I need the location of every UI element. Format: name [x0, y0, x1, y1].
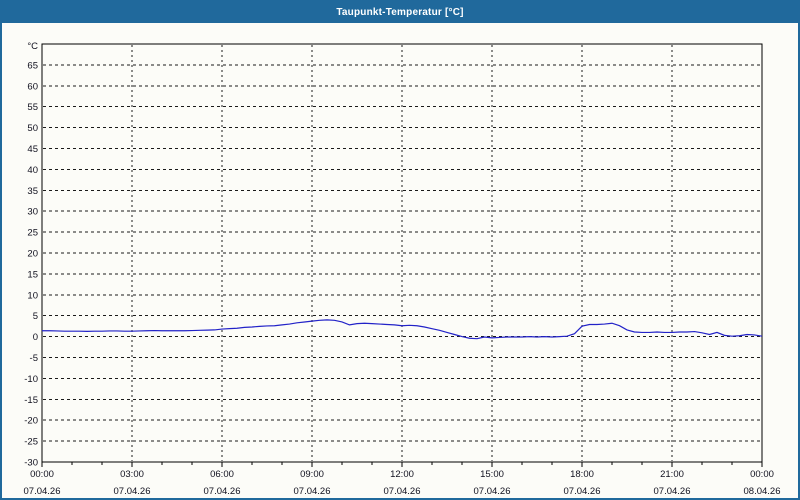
- y-tick-label: 45: [27, 144, 38, 155]
- x-tick-date-label: 07.04.26: [294, 486, 331, 497]
- x-tick-date-label: 07.04.26: [564, 486, 601, 497]
- x-tick-date-label: 07.04.26: [474, 486, 511, 497]
- y-tick-label: 5: [33, 311, 38, 322]
- x-tick-time-label: 09:00: [300, 469, 324, 480]
- x-tick-time-label: 21:00: [660, 469, 684, 480]
- y-tick-label: -5: [30, 353, 38, 364]
- x-tick-time-label: 18:00: [570, 469, 594, 480]
- y-tick-label: -30: [24, 458, 38, 469]
- y-tick-label: 55: [27, 102, 38, 113]
- y-tick-label: 30: [27, 207, 38, 218]
- y-tick-label: 10: [27, 290, 38, 301]
- x-tick-date-label: 07.04.26: [24, 486, 61, 497]
- y-tick-label: 15: [27, 269, 38, 280]
- title-bar[interactable]: Taupunkt-Temperatur [°C]: [2, 2, 798, 23]
- x-tick-date-label: 07.04.26: [384, 486, 421, 497]
- y-tick-label: 20: [27, 249, 38, 260]
- x-tick-date-label: 07.04.26: [204, 486, 241, 497]
- y-tick-label: 60: [27, 81, 38, 92]
- window-title: Taupunkt-Temperatur [°C]: [336, 7, 464, 18]
- x-tick-time-label: 00:00: [30, 469, 54, 480]
- y-tick-label: -10: [24, 374, 38, 385]
- y-tick-label: 50: [27, 123, 38, 134]
- y-tick-label: -15: [24, 395, 38, 406]
- y-axis-unit-label: °C: [27, 41, 38, 52]
- y-tick-label: -20: [24, 416, 38, 427]
- y-tick-label: 35: [27, 186, 38, 197]
- x-tick-time-label: 15:00: [480, 469, 504, 480]
- plot-border: [41, 43, 763, 463]
- x-tick-date-label: 07.04.26: [654, 486, 691, 497]
- x-tick-time-label: 03:00: [120, 469, 144, 480]
- y-tick-label: 40: [27, 165, 38, 176]
- x-tick-time-label: 12:00: [390, 469, 414, 480]
- x-tick-date-label: 07.04.26: [114, 486, 151, 497]
- y-tick-label: 25: [27, 228, 38, 239]
- y-tick-label: 65: [27, 60, 38, 71]
- x-tick-date-label: 08.04.26: [744, 486, 781, 497]
- y-tick-label: 0: [33, 332, 38, 343]
- x-tick-time-label: 00:00: [750, 469, 774, 480]
- y-tick-label: -25: [24, 437, 38, 448]
- x-tick-time-label: 06:00: [210, 469, 234, 480]
- dewpoint-line: [42, 319, 763, 340]
